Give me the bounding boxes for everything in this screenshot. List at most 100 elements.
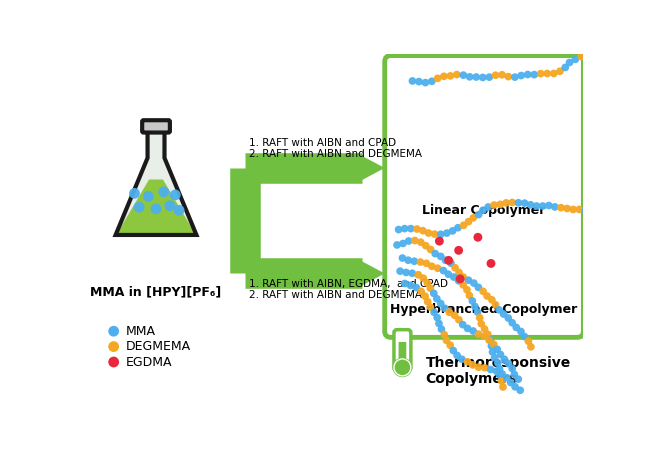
Text: Linear Copolymer: Linear Copolymer [422,204,546,217]
Circle shape [590,49,597,56]
Circle shape [445,308,453,316]
Circle shape [463,286,471,294]
Circle shape [433,295,441,302]
Circle shape [455,316,463,324]
Circle shape [428,262,436,270]
Circle shape [435,237,444,246]
Circle shape [481,325,488,333]
Circle shape [430,308,438,316]
Circle shape [583,50,591,58]
Circle shape [424,229,432,237]
Circle shape [490,340,497,348]
Circle shape [517,72,525,79]
Circle shape [395,226,402,234]
Circle shape [447,72,454,80]
Circle shape [469,327,477,335]
Circle shape [465,218,473,225]
Circle shape [129,188,140,199]
Circle shape [454,224,462,232]
Circle shape [571,55,579,63]
Circle shape [404,256,412,264]
Circle shape [647,80,650,88]
Circle shape [646,74,650,81]
Circle shape [621,53,629,61]
Circle shape [455,269,463,276]
Circle shape [577,53,585,60]
Text: MMA: MMA [126,325,156,338]
Circle shape [499,383,507,391]
Circle shape [497,201,504,208]
Circle shape [550,70,558,77]
Circle shape [524,71,532,78]
Text: 1. RAFT with AIBN and CPAD: 1. RAFT with AIBN and CPAD [249,138,396,148]
Circle shape [582,207,589,215]
Circle shape [401,279,409,287]
Circle shape [473,233,482,242]
Circle shape [465,292,473,299]
Circle shape [469,214,477,222]
Circle shape [481,364,489,372]
Circle shape [431,230,439,238]
Circle shape [426,303,434,311]
Circle shape [484,330,491,338]
Circle shape [456,274,465,283]
Circle shape [497,377,505,385]
Circle shape [451,311,458,319]
Circle shape [521,333,528,340]
Circle shape [562,63,569,71]
Circle shape [487,259,495,268]
Circle shape [479,288,487,295]
Circle shape [479,207,487,214]
Circle shape [493,346,501,353]
Circle shape [408,270,416,277]
Circle shape [174,205,185,216]
Circle shape [498,370,506,378]
Circle shape [473,73,480,81]
Circle shape [551,203,559,211]
Circle shape [443,337,450,344]
Circle shape [521,199,528,207]
Circle shape [413,284,420,292]
Circle shape [476,314,484,322]
Circle shape [419,274,427,282]
Circle shape [437,252,445,260]
Circle shape [422,79,429,86]
Circle shape [608,50,616,58]
Circle shape [490,201,498,209]
Circle shape [448,227,456,235]
Circle shape [512,324,520,331]
Circle shape [460,281,467,289]
Circle shape [450,273,458,281]
Circle shape [460,273,467,281]
Circle shape [444,256,453,265]
Circle shape [443,229,450,237]
Circle shape [428,77,436,85]
Circle shape [514,375,522,383]
Circle shape [502,199,510,207]
Circle shape [453,71,461,78]
Circle shape [504,360,512,368]
Circle shape [593,205,601,213]
Circle shape [411,237,419,244]
Circle shape [465,276,473,284]
Circle shape [396,267,404,275]
Circle shape [399,239,407,248]
Circle shape [500,310,508,318]
Circle shape [434,265,441,272]
Circle shape [508,198,516,206]
FancyBboxPatch shape [385,55,584,338]
Circle shape [503,374,511,382]
Circle shape [515,199,522,207]
Circle shape [459,321,467,328]
Circle shape [434,75,441,82]
Text: Hyperbranched Copolymer: Hyperbranched Copolymer [391,303,578,316]
FancyBboxPatch shape [398,342,406,367]
Circle shape [512,383,519,391]
Circle shape [504,73,512,81]
Circle shape [517,328,525,335]
Text: Thermoresponsive
Copolymers: Thermoresponsive Copolymers [426,356,571,386]
Circle shape [497,351,504,358]
Circle shape [460,71,467,79]
Circle shape [491,354,499,362]
Circle shape [445,270,452,278]
